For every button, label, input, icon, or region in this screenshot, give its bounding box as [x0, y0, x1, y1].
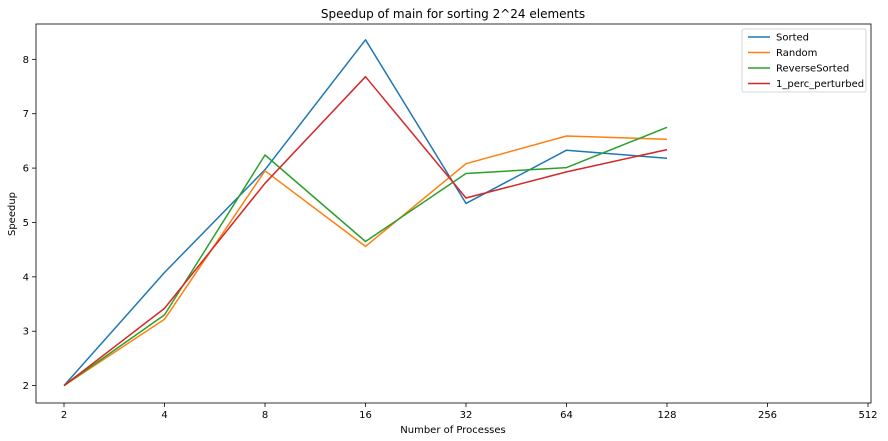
y-axis: 2 3 4 5 6 7 8	[23, 55, 36, 392]
chart-title: Speedup of main for sorting 2^24 element…	[321, 7, 585, 21]
series-line-random	[63, 135, 668, 387]
series-line-reversesorted	[63, 126, 668, 387]
y-tick-label: 4	[23, 272, 29, 283]
y-tick-label: 5	[23, 218, 29, 229]
series-line-1-perc-perturbed	[63, 75, 668, 387]
y-axis-label: Speedup	[7, 192, 18, 236]
x-tick-label: 512	[858, 410, 877, 421]
x-axis-label: Number of Processes	[400, 425, 505, 436]
y-tick-label: 3	[23, 327, 29, 338]
x-axis: 2 4 8 16 32 64 128 256 512	[61, 403, 878, 421]
x-tick-label: 16	[359, 410, 372, 421]
x-tick-label: 32	[460, 410, 473, 421]
legend-entry: ReverseSorted	[776, 64, 849, 75]
series-lines	[63, 39, 668, 387]
x-tick-label: 64	[560, 410, 573, 421]
x-tick-label: 2	[61, 410, 67, 421]
legend-box	[741, 28, 867, 93]
x-tick-label: 256	[758, 410, 777, 421]
plot-frame	[35, 23, 872, 404]
x-tick-label: 4	[161, 410, 167, 421]
x-tick-label: 8	[262, 410, 268, 421]
legend-entry: Sorted	[776, 33, 809, 44]
legend: Sorted Random ReverseSorted 1_perc_perturbe…	[741, 28, 867, 93]
y-tick-label: 6	[23, 164, 29, 175]
y-tick-label: 7	[23, 109, 29, 120]
legend-entry: Random	[776, 48, 817, 59]
legend-entry: 1_perc_perturbed	[776, 79, 864, 90]
y-tick-label: 8	[23, 55, 29, 66]
x-tick-label: 128	[657, 410, 676, 421]
y-tick-label: 2	[23, 381, 29, 392]
series-line-sorted	[63, 39, 668, 387]
